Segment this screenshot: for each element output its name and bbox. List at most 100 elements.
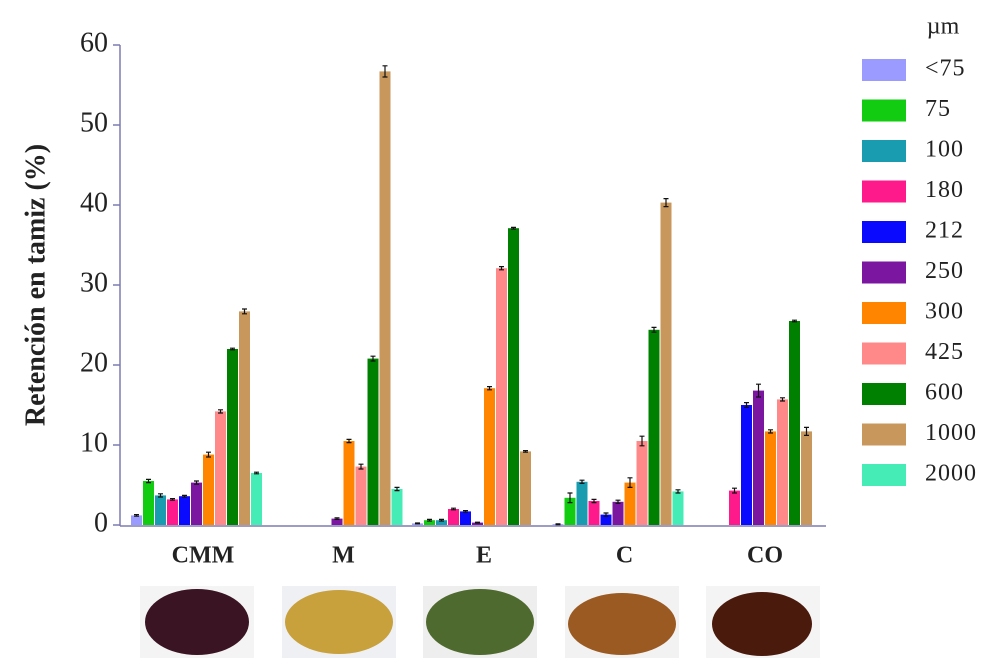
- error-bar: [439, 518, 444, 522]
- bar: [508, 228, 519, 525]
- error-bar: [334, 517, 340, 520]
- legend-swatch: [862, 180, 906, 203]
- bar: [424, 520, 435, 525]
- error-bar: [218, 409, 223, 414]
- bar: [167, 499, 178, 525]
- bar: [777, 399, 788, 525]
- legend-swatch: [862, 99, 906, 122]
- error-bar: [663, 198, 669, 208]
- error-bar: [511, 226, 516, 230]
- error-bar: [194, 480, 199, 485]
- bar: [660, 202, 672, 525]
- error-bar: [615, 499, 621, 504]
- bar: [520, 451, 531, 525]
- x-tick-label: CMM: [172, 543, 235, 569]
- legend-label: 250: [925, 258, 964, 284]
- bar: [765, 431, 776, 525]
- error-bar: [579, 479, 585, 484]
- legend-swatch: [862, 464, 906, 486]
- legend-swatch: [862, 342, 906, 365]
- bar: [600, 514, 612, 525]
- legend-title: µm: [927, 14, 960, 40]
- error-bar: [555, 523, 561, 526]
- bar: [496, 268, 507, 525]
- bar: [367, 358, 379, 525]
- bar: [239, 311, 250, 525]
- x-tick-label: C: [616, 543, 633, 569]
- y-tick-label: 20: [80, 347, 108, 378]
- y-tick-label: 0: [94, 507, 108, 538]
- error-bar: [206, 451, 211, 458]
- bar: [576, 481, 588, 525]
- y-tick-label: 50: [80, 107, 108, 138]
- legend-swatch: [862, 423, 906, 446]
- bar: [672, 491, 684, 525]
- error-bar: [523, 450, 528, 453]
- error-bar: [242, 308, 247, 315]
- legend-label: 75: [925, 96, 951, 122]
- bar: [191, 482, 202, 525]
- error-bar: [603, 512, 609, 517]
- y-tick-label: 60: [80, 27, 108, 58]
- bar: [636, 441, 648, 525]
- bar: [472, 522, 483, 525]
- bar: [729, 490, 740, 525]
- legend-label: 100: [925, 137, 964, 163]
- legend-label: 2000: [925, 461, 977, 487]
- error-bar: [170, 498, 175, 501]
- error-bar: [768, 429, 773, 434]
- legend-label: <75: [925, 56, 966, 82]
- legend-label: 600: [925, 380, 964, 406]
- error-bar: [394, 486, 400, 492]
- legend-label: 1000: [925, 420, 977, 446]
- sample-photos: [140, 586, 820, 658]
- error-bar: [463, 510, 468, 513]
- x-tick-label: E: [476, 543, 492, 569]
- bar: [564, 497, 576, 525]
- bar: [155, 495, 166, 525]
- legend-swatch: [862, 302, 906, 324]
- bar: [343, 441, 355, 525]
- bar: [789, 321, 800, 525]
- bar: [227, 349, 238, 525]
- legend-swatch: [862, 140, 906, 162]
- y-tick-label: 40: [80, 187, 108, 218]
- error-bar: [732, 487, 737, 494]
- error-bar: [756, 383, 761, 398]
- error-bar: [675, 489, 681, 494]
- error-bar: [567, 492, 573, 504]
- bar: [460, 511, 471, 525]
- bar: [215, 411, 226, 525]
- error-bar: [499, 266, 504, 271]
- error-bar: [451, 507, 456, 511]
- legend-swatch: [862, 261, 906, 284]
- legend-swatch: [862, 383, 906, 405]
- bar: [331, 518, 343, 525]
- bar: [741, 405, 752, 525]
- bar: [588, 501, 600, 525]
- bar: [355, 466, 367, 525]
- bar: [648, 329, 660, 525]
- error-bar: [780, 397, 785, 402]
- y-axis-title: Retención en tamiz (%): [20, 144, 51, 426]
- bar: [484, 388, 495, 525]
- bar: [612, 501, 624, 525]
- y-tick-label: 10: [80, 427, 108, 458]
- error-bar: [370, 355, 376, 362]
- legend-label: 300: [925, 299, 964, 325]
- error-bar: [427, 518, 432, 522]
- bar: [131, 515, 142, 525]
- error-bar: [146, 478, 151, 484]
- error-bar: [382, 65, 388, 78]
- error-bar: [804, 426, 809, 436]
- error-bar: [744, 402, 749, 408]
- bar: [448, 509, 459, 525]
- legend-swatch: [862, 221, 906, 243]
- bar: [379, 71, 391, 526]
- error-bar: [415, 522, 420, 525]
- legend-label: 212: [925, 218, 964, 244]
- bar: [179, 496, 190, 525]
- legend-swatch: [862, 59, 906, 81]
- bar: [203, 454, 214, 525]
